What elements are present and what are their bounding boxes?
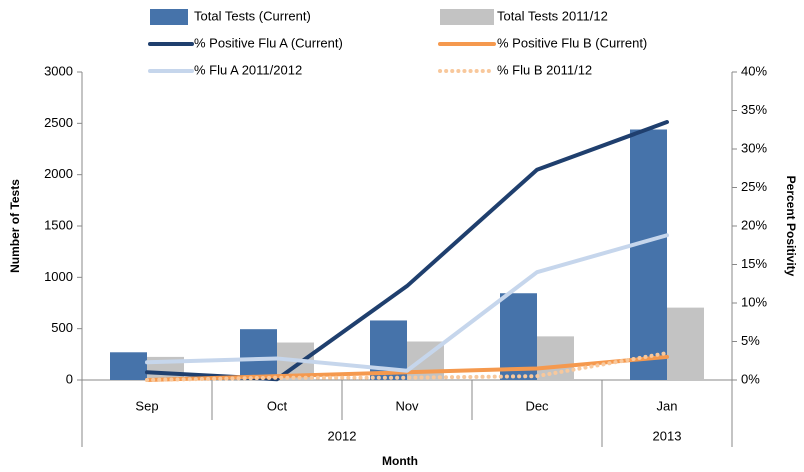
x-tick-label: Nov xyxy=(395,398,419,413)
y2-tick-label: 40% xyxy=(741,63,767,78)
bar xyxy=(110,352,147,380)
y-tick-label: 500 xyxy=(51,320,73,335)
legend-label: % Positive Flu A (Current) xyxy=(194,35,343,50)
legend-label: Total Tests 2011/12 xyxy=(497,8,608,23)
legend-label: Total Tests (Current) xyxy=(194,8,311,23)
y2-tick-label: 35% xyxy=(741,102,767,117)
legend-swatch xyxy=(440,9,494,25)
y-tick-label: 1500 xyxy=(44,217,73,232)
y2-tick-label: 25% xyxy=(741,179,767,194)
y-tick-label: 3000 xyxy=(44,63,73,78)
y-tick-label: 2000 xyxy=(44,166,73,181)
x-tick-label: Jan xyxy=(657,398,678,413)
y2-tick-label: 30% xyxy=(741,140,767,155)
bar xyxy=(667,307,704,380)
x-tick-label: Dec xyxy=(525,398,549,413)
bar xyxy=(500,293,537,380)
bar xyxy=(630,129,667,380)
x-axis-title: Month xyxy=(382,454,418,468)
x-tick-label: Oct xyxy=(267,398,288,413)
y2-tick-label: 15% xyxy=(741,256,767,271)
x-tick-label: Sep xyxy=(135,398,158,413)
legend-label: % Flu B 2011/12 xyxy=(497,62,592,77)
y2-tick-label: 20% xyxy=(741,217,767,232)
line-series xyxy=(145,233,669,373)
bar xyxy=(240,329,277,380)
group-label: 2013 xyxy=(653,428,682,443)
group-label: 2012 xyxy=(328,428,357,443)
y2-tick-label: 5% xyxy=(741,333,760,348)
y-tick-label: 2500 xyxy=(44,115,73,130)
y-axis-title: Number of Tests xyxy=(8,179,22,273)
legend-swatch xyxy=(150,9,188,25)
y-tick-label: 0 xyxy=(66,371,73,386)
y-tick-label: 1000 xyxy=(44,269,73,284)
y2-tick-label: 10% xyxy=(741,294,767,309)
line-series xyxy=(145,351,669,382)
legend-label: % Flu A 2011/2012 xyxy=(194,62,302,77)
y2-tick-label: 0% xyxy=(741,371,760,386)
y2-axis-title: Percent Positivity xyxy=(784,176,798,277)
legend-label: % Positive Flu B (Current) xyxy=(497,35,647,50)
